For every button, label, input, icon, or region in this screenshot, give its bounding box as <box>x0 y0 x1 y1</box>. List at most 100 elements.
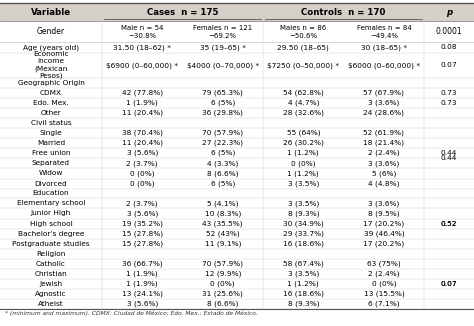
Text: 0 (0%): 0 (0%) <box>372 281 396 287</box>
Text: Cases  n = 175: Cases n = 175 <box>147 8 218 17</box>
Text: 4 (3.3%): 4 (3.3%) <box>207 160 238 167</box>
Text: 0.07: 0.07 <box>441 281 457 287</box>
Text: 11 (20.4%): 11 (20.4%) <box>122 110 163 116</box>
Text: 8 (9.3%): 8 (9.3%) <box>288 210 319 217</box>
Text: 3 (5.6%): 3 (5.6%) <box>127 210 158 217</box>
Text: 54 (62.8%): 54 (62.8%) <box>283 90 324 96</box>
Text: Agnostic: Agnostic <box>35 291 67 297</box>
Text: 5 (6%): 5 (6%) <box>372 170 396 177</box>
Text: Religion: Religion <box>36 251 65 257</box>
Text: 2 (2.4%): 2 (2.4%) <box>368 271 400 277</box>
Text: Divorced: Divorced <box>35 181 67 186</box>
Text: 0.73: 0.73 <box>441 100 457 106</box>
Text: 27 (22.3%): 27 (22.3%) <box>202 140 243 146</box>
Text: 0.0001: 0.0001 <box>436 27 463 36</box>
Text: 0.44: 0.44 <box>441 150 457 156</box>
Text: 2 (2.4%): 2 (2.4%) <box>368 150 400 156</box>
Text: 12 (9.9%): 12 (9.9%) <box>204 271 241 277</box>
Text: Gender: Gender <box>37 27 65 36</box>
Text: 6 (7.1%): 6 (7.1%) <box>368 301 400 307</box>
Text: High school: High school <box>29 221 73 227</box>
Text: 30 (34.9%): 30 (34.9%) <box>283 220 324 227</box>
Text: 57 (67.9%): 57 (67.9%) <box>364 90 404 96</box>
Text: 35 (19–65) *: 35 (19–65) * <box>200 44 246 51</box>
Text: $4000 (0–70,000) *: $4000 (0–70,000) * <box>187 62 259 69</box>
Text: $7250 (0–50,000) *: $7250 (0–50,000) * <box>267 62 339 69</box>
Text: Economic
income
(Mexican
Pesos): Economic income (Mexican Pesos) <box>33 52 69 80</box>
Text: 8 (6.6%): 8 (6.6%) <box>207 170 238 177</box>
Text: 8 (6.6%): 8 (6.6%) <box>207 301 238 307</box>
Text: 19 (35.2%): 19 (35.2%) <box>122 220 163 227</box>
Bar <box>0 3 474 21</box>
Text: 0 (0%): 0 (0%) <box>210 281 235 287</box>
Text: Edo. Mex.: Edo. Mex. <box>33 100 69 106</box>
Text: 3 (5.6%): 3 (5.6%) <box>127 150 158 156</box>
Text: 70 (57.9%): 70 (57.9%) <box>202 130 243 136</box>
Text: * (minimum and maximum). CDMX: Ciudad de México; Edo. Mex.: Estado de México.: * (minimum and maximum). CDMX: Ciudad de… <box>5 311 257 316</box>
Text: 6 (5%): 6 (5%) <box>210 150 235 156</box>
Text: Females n = 84
−49.4%: Females n = 84 −49.4% <box>356 25 411 38</box>
Text: 38 (70.4%): 38 (70.4%) <box>122 130 163 136</box>
Text: Education: Education <box>33 190 69 197</box>
Text: 3 (3.6%): 3 (3.6%) <box>368 100 400 106</box>
Text: Civil status: Civil status <box>31 120 71 126</box>
Text: 52 (61.9%): 52 (61.9%) <box>364 130 404 136</box>
Text: 0 (0%): 0 (0%) <box>130 170 155 177</box>
Text: Geographic Origin: Geographic Origin <box>18 80 84 86</box>
Text: 36 (29.8%): 36 (29.8%) <box>202 110 243 116</box>
Text: 70 (57.9%): 70 (57.9%) <box>202 260 243 267</box>
Text: 43 (35.5%): 43 (35.5%) <box>202 220 243 227</box>
Text: 8 (9.5%): 8 (9.5%) <box>368 210 400 217</box>
Text: Single: Single <box>40 130 62 136</box>
Text: 16 (18.6%): 16 (18.6%) <box>283 241 324 247</box>
Text: 1 (1.9%): 1 (1.9%) <box>127 281 158 287</box>
Text: 3 (3.6%): 3 (3.6%) <box>368 200 400 207</box>
Text: 42 (77.8%): 42 (77.8%) <box>122 90 163 96</box>
Text: 3 (3.6%): 3 (3.6%) <box>368 160 400 167</box>
Text: 2 (3.7%): 2 (3.7%) <box>127 200 158 207</box>
Text: 3 (3.5%): 3 (3.5%) <box>288 180 319 187</box>
Text: Separated: Separated <box>32 160 70 166</box>
Text: 15 (27.8%): 15 (27.8%) <box>122 241 163 247</box>
Text: Age (years old): Age (years old) <box>23 44 79 51</box>
Text: Males n = 86
−50.6%: Males n = 86 −50.6% <box>280 25 327 38</box>
Text: 30 (18–65) *: 30 (18–65) * <box>361 44 407 51</box>
Text: 24 (28.6%): 24 (28.6%) <box>364 110 404 116</box>
Text: 11 (20.4%): 11 (20.4%) <box>122 140 163 146</box>
Text: 3 (5.6%): 3 (5.6%) <box>127 301 158 307</box>
Text: 31 (25.6%): 31 (25.6%) <box>202 291 243 297</box>
Text: 1 (1.9%): 1 (1.9%) <box>127 100 158 106</box>
Text: 8 (9.3%): 8 (9.3%) <box>288 301 319 307</box>
Text: 0.52: 0.52 <box>441 221 457 227</box>
Text: 58 (67.4%): 58 (67.4%) <box>283 260 324 267</box>
Text: 31.50 (18–62) *: 31.50 (18–62) * <box>113 44 171 51</box>
Text: Controls  n = 170: Controls n = 170 <box>301 8 386 17</box>
Text: 15 (27.8%): 15 (27.8%) <box>122 230 163 237</box>
Text: 17 (20.2%): 17 (20.2%) <box>363 241 405 247</box>
Text: 29.50 (18–65): 29.50 (18–65) <box>277 44 329 51</box>
Text: 18 (21.4%): 18 (21.4%) <box>364 140 404 146</box>
Text: 1 (1.2%): 1 (1.2%) <box>288 281 319 287</box>
Text: 16 (18.6%): 16 (18.6%) <box>283 291 324 297</box>
Text: 55 (64%): 55 (64%) <box>287 130 320 136</box>
Text: 0 (0%): 0 (0%) <box>130 180 155 187</box>
Text: Elementary school: Elementary school <box>17 200 85 206</box>
Text: 1 (1.2%): 1 (1.2%) <box>288 150 319 156</box>
Text: CDMX: CDMX <box>40 90 62 96</box>
Text: 0.73: 0.73 <box>441 90 457 96</box>
Text: Christian: Christian <box>35 271 67 277</box>
Text: 79 (65.3%): 79 (65.3%) <box>202 90 243 96</box>
Text: 3 (3.5%): 3 (3.5%) <box>288 200 319 207</box>
Text: 2 (3.7%): 2 (3.7%) <box>127 160 158 167</box>
Text: 29 (33.7%): 29 (33.7%) <box>283 230 324 237</box>
Text: Atheist: Atheist <box>38 301 64 307</box>
Text: 1 (1.2%): 1 (1.2%) <box>288 170 319 177</box>
Text: Variable: Variable <box>31 8 71 17</box>
Text: 5 (4.1%): 5 (4.1%) <box>207 200 238 207</box>
Text: 39 (46.4%): 39 (46.4%) <box>364 230 404 237</box>
Text: 28 (32.6%): 28 (32.6%) <box>283 110 324 116</box>
Text: Married: Married <box>37 140 65 146</box>
Text: 36 (66.7%): 36 (66.7%) <box>122 260 163 267</box>
Text: Jewish: Jewish <box>39 281 63 287</box>
Text: 0.52: 0.52 <box>441 221 457 227</box>
